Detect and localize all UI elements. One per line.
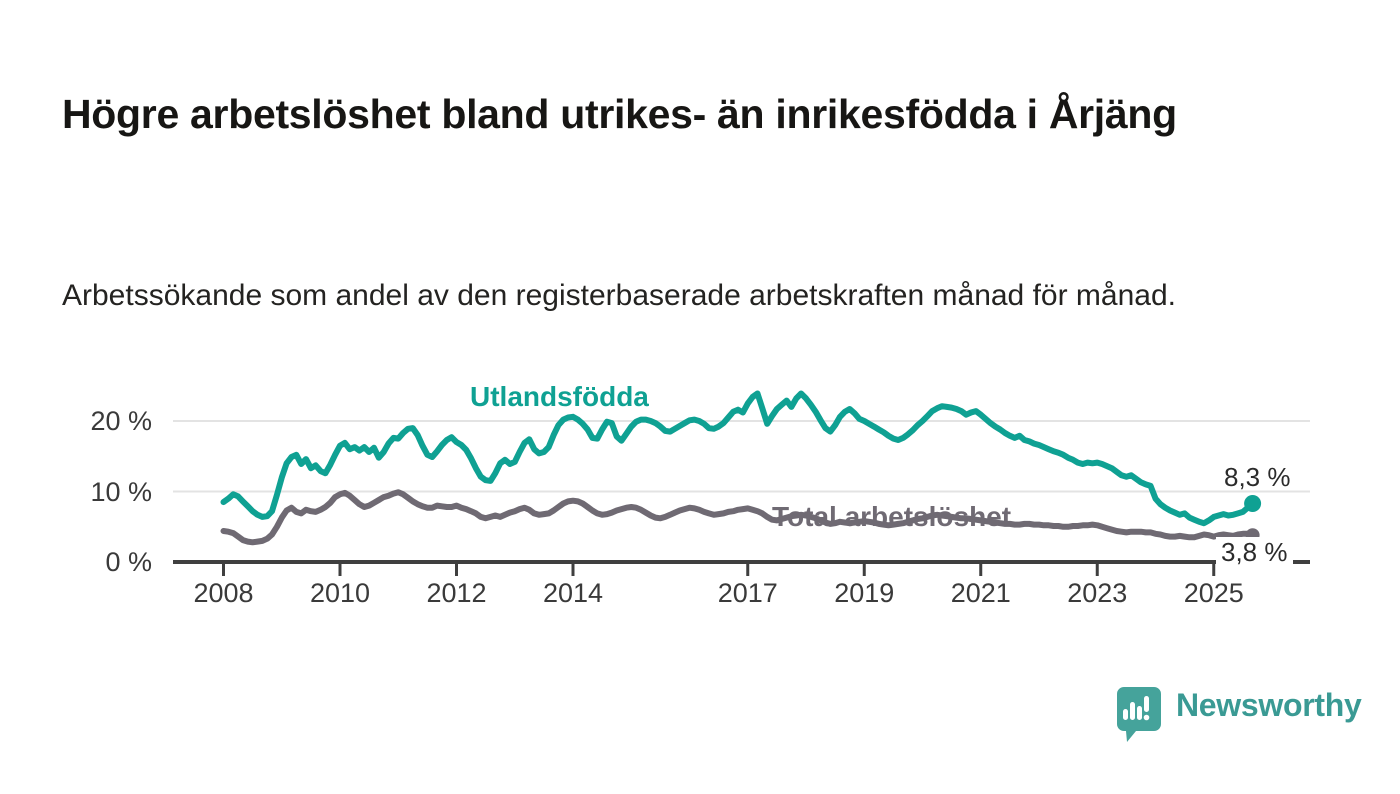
- y-axis-tick-label: 0 %: [105, 547, 152, 577]
- x-axis-tick-label: 2014: [542, 578, 604, 608]
- x-axis-tick-label: 2012: [426, 578, 487, 608]
- series-label-total-arbetsloshet: Total arbetslöshet: [772, 501, 1012, 532]
- x-axis-tick-label: 2025: [1183, 578, 1244, 608]
- x-axis-tick-label: 2023: [1067, 578, 1128, 608]
- y-axis-tick-label: 20 %: [90, 406, 152, 436]
- x-axis-tick-label: 2021: [950, 578, 1011, 608]
- bar-chart-speech-bubble-icon: [1117, 687, 1161, 742]
- end-value-label-total: 3,8 %: [1216, 537, 1293, 568]
- series-label-utlandsfodda: Utlandsfödda: [470, 381, 649, 412]
- newsworthy-wordmark: Newsworthy: [1176, 687, 1362, 723]
- y-axis-tick-label: 10 %: [90, 476, 152, 507]
- x-axis-tick-label: 2017: [717, 578, 778, 608]
- x-axis-tick-label: 2010: [309, 578, 371, 608]
- series-line-0: [220, 390, 1256, 527]
- series-end-dot-0: [1244, 495, 1262, 512]
- x-axis-tick-label: 2019: [834, 578, 895, 608]
- x-axis-tick-label: 2008: [193, 578, 254, 608]
- page-subtitle: Arbetssökande som andel av den registerb…: [62, 279, 1176, 312]
- newsworthy-logo: Newsworthy: [1114, 684, 1362, 744]
- end-value-label-utlandsfodda: 8,3 %: [1224, 462, 1291, 492]
- series-line-1: [220, 489, 1256, 546]
- page-title: Högre arbetslöshet bland utrikes- än inr…: [62, 91, 1177, 138]
